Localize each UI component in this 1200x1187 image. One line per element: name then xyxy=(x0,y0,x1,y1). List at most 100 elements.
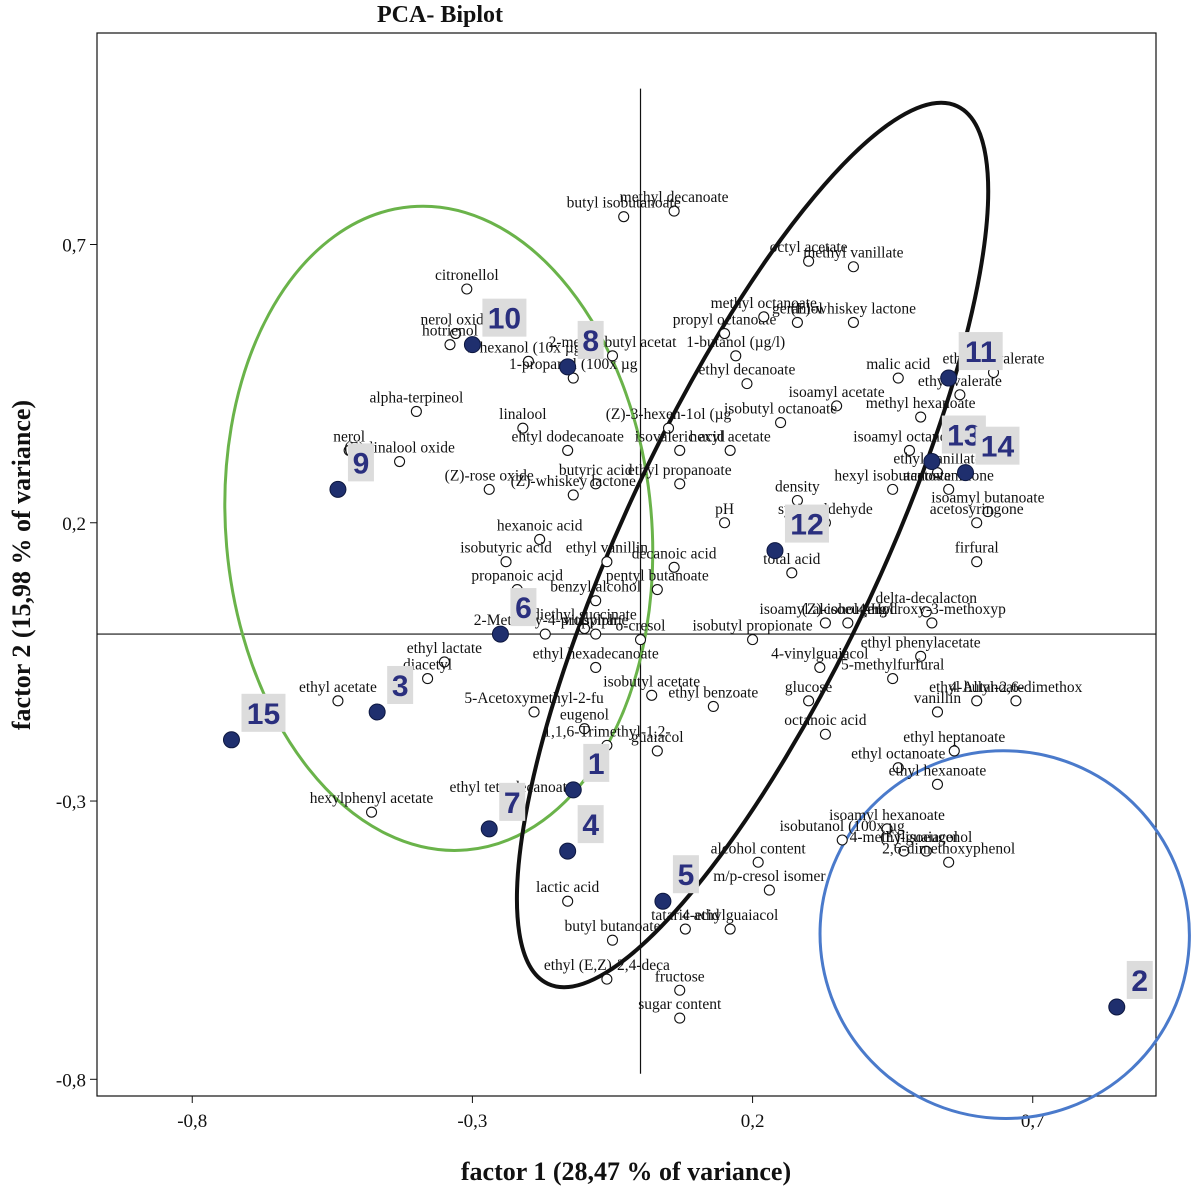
variable-marker xyxy=(775,417,787,429)
observation-label-bg xyxy=(672,855,699,894)
variable-marker xyxy=(438,656,450,668)
observation-label-bg xyxy=(482,298,527,337)
variable-marker xyxy=(915,650,927,662)
observation-point: 9 xyxy=(329,443,374,498)
y-tick-label: 0,2 xyxy=(62,514,86,535)
variable-point: 1-butanol (µg/l) xyxy=(686,334,785,362)
y-tick-label: -0,3 xyxy=(56,792,86,813)
observation-label-bg xyxy=(975,426,1020,465)
variable-marker xyxy=(752,856,764,868)
observation-point: 11 xyxy=(940,332,1003,387)
observation-label: 10 xyxy=(488,303,521,336)
variable-point: isobutyl acetate xyxy=(603,673,700,701)
variable-point: (E)-isoeugenol xyxy=(880,829,972,857)
variable-marker xyxy=(943,856,955,868)
variable-marker xyxy=(562,444,574,456)
variable-marker xyxy=(674,478,686,490)
variable-label: (Z)-3-hexen-1ol (µg xyxy=(606,406,732,423)
observation-label: 3 xyxy=(392,670,409,703)
observation-point: 15 xyxy=(222,693,286,749)
variable-point: alcohol content xyxy=(711,840,807,868)
observation-marker xyxy=(559,842,577,860)
variable-point: 4-Allyl-2,6-dimethox xyxy=(949,679,1083,707)
variable-marker xyxy=(578,723,591,735)
variable-label: 5-methylfurfural xyxy=(841,657,944,674)
variable-marker xyxy=(943,483,955,495)
variable-label: hexyl isobutanoate xyxy=(834,467,951,484)
x-tick-label: -0,8 xyxy=(177,1111,207,1132)
variable-label: (E)-whiskey lactone xyxy=(791,300,916,317)
variable-marker xyxy=(590,661,602,674)
variable-point: octyl acetate xyxy=(770,239,848,267)
variable-marker xyxy=(920,606,932,618)
variable-marker xyxy=(741,378,753,390)
observation-marker xyxy=(559,358,577,376)
variable-point: geraniol xyxy=(772,300,823,328)
variable-marker xyxy=(679,923,691,935)
variable-label: (Z)-isoeugenol xyxy=(802,601,894,618)
variable-marker xyxy=(662,422,675,434)
variable-point: hexanoic acid xyxy=(497,517,583,546)
variable-label: ethyl (E,Z)-2,4-deca xyxy=(544,957,670,974)
observation-marker xyxy=(368,703,386,721)
variable-point: (Z)-3-hexen-1ol (µg xyxy=(606,406,732,434)
variable-marker xyxy=(444,339,456,351)
variable-point: isoamyl octanoate xyxy=(853,428,966,456)
variable-point: isoamyl hexanoate xyxy=(829,807,945,835)
variable-marker xyxy=(674,1012,686,1024)
variable-marker xyxy=(724,923,736,935)
variable-point: butyl butanoate xyxy=(564,918,661,946)
observation-label-bg xyxy=(1126,960,1153,999)
variable-marker xyxy=(803,695,815,707)
observation-marker xyxy=(923,453,941,471)
variable-point: 2-Methoxy-4-propylph xyxy=(474,612,617,640)
variable-point: isovaleric acid xyxy=(635,428,725,456)
observation-label-bg xyxy=(958,332,1003,371)
variable-point: eugenol xyxy=(560,707,609,735)
variable-point: isobutyric acid xyxy=(460,540,552,568)
x-tick-label: -0,3 xyxy=(457,1111,487,1132)
variable-label: 1-hexanol (10x µg/l xyxy=(467,339,590,356)
variable-point: ethyl vanillin xyxy=(566,540,648,568)
variable-point: butyric acid xyxy=(559,462,633,490)
variable-marker xyxy=(920,845,932,857)
variable-label: isoamyl alcohol (mg/ xyxy=(760,601,892,618)
variable-label: 2-Methoxy-4-propylph xyxy=(474,612,617,629)
variable-label: ethyl valerate xyxy=(918,373,1002,390)
variable-marker xyxy=(618,211,630,223)
variable-label: ethyl benzoate xyxy=(668,684,758,701)
variable-label: 4-ethylguaiacol xyxy=(682,907,778,924)
variable-label: delta-decalacton xyxy=(875,590,977,607)
variable-marker xyxy=(646,689,658,701)
variable-point: ethyl valerate xyxy=(918,373,1002,401)
variable-marker xyxy=(719,327,731,340)
variable-point: m/p-cresol isomer xyxy=(713,868,826,896)
x-axis-label: factor 1 (28,47 % of variance) xyxy=(461,1157,791,1186)
variable-label: citronellol xyxy=(435,267,499,284)
variable-marker xyxy=(332,695,344,707)
variable-marker xyxy=(366,806,378,818)
variable-label: 2,6-dimethoxyphenol xyxy=(882,840,1015,857)
variable-point: ethyl heptanoate xyxy=(903,729,1005,757)
variable-marker xyxy=(528,706,540,718)
observation-marker xyxy=(491,625,509,643)
variable-label: benzyl alcohol xyxy=(550,579,641,596)
variable-label: guaiacol xyxy=(631,729,684,746)
variable-label: isobutyric acid xyxy=(460,540,552,557)
variable-label: ehtyl dodecanoate xyxy=(512,428,624,445)
variable-label: methyl decanoate xyxy=(620,189,729,206)
plot-frame xyxy=(96,32,1157,1097)
variable-marker xyxy=(668,561,680,573)
variable-label: 4-methylguaiacol xyxy=(850,829,958,846)
variable-label: alcohol content xyxy=(711,840,807,857)
green-ellipse xyxy=(223,204,655,852)
black-ellipse xyxy=(514,100,991,990)
variable-point: tataric acid xyxy=(651,907,720,935)
variable-label: 4-Allyl-2,6-dimethox xyxy=(949,679,1082,696)
variable-point: pentyl butanoate xyxy=(606,568,709,596)
variable-label: eugenol xyxy=(560,707,609,724)
observation-label: 13 xyxy=(947,420,980,453)
